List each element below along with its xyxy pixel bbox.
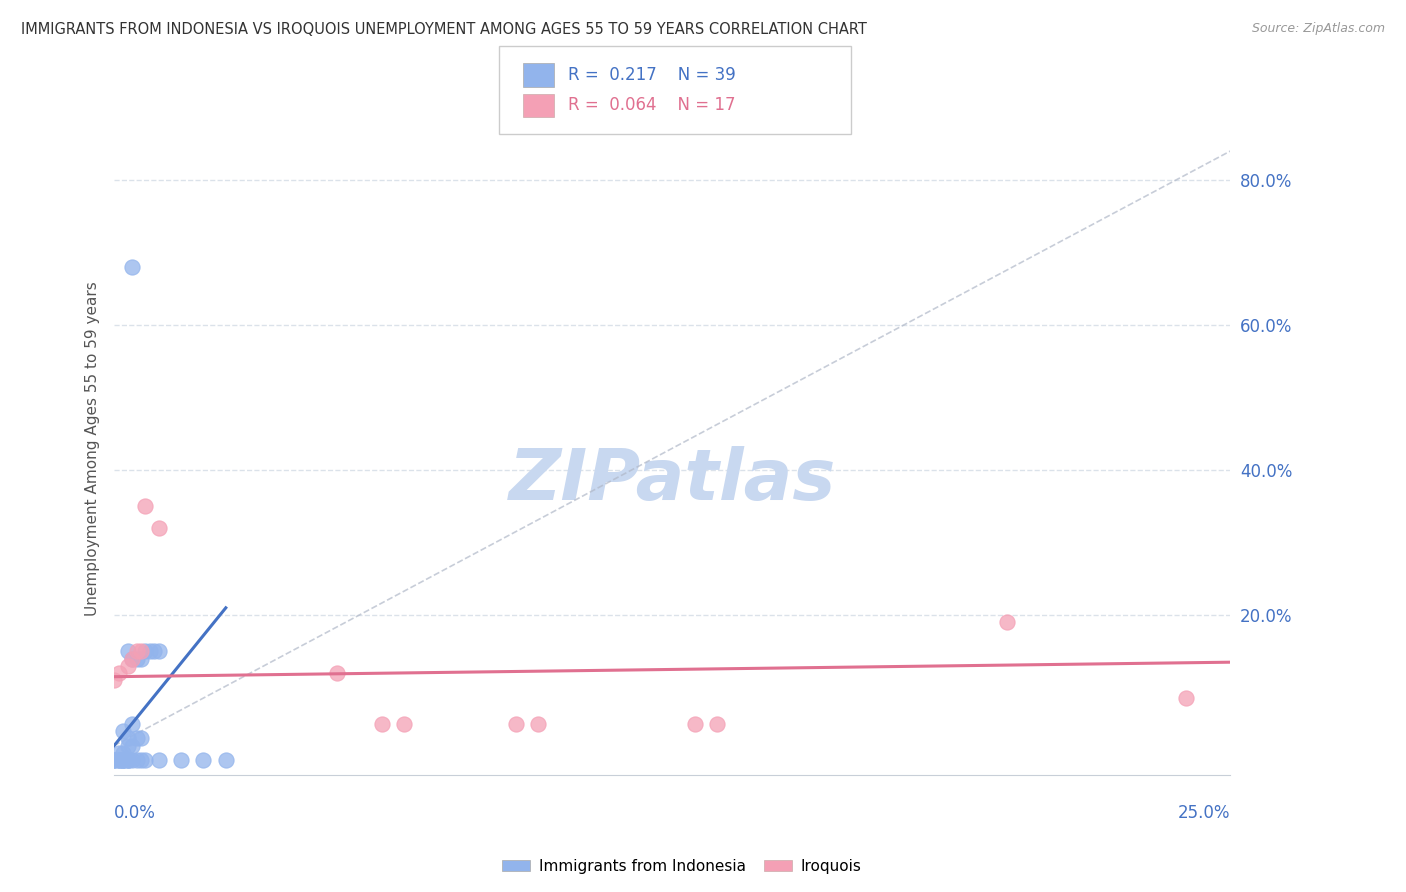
Point — [995, 615, 1018, 630]
Point — [117, 658, 139, 673]
Text: IMMIGRANTS FROM INDONESIA VS IROQUOIS UNEMPLOYMENT AMONG AGES 55 TO 59 YEARS COR: IMMIGRANTS FROM INDONESIA VS IROQUOIS UN… — [21, 22, 868, 37]
Point — [326, 666, 349, 681]
Point — [683, 716, 706, 731]
Point — [117, 753, 139, 767]
Text: 25.0%: 25.0% — [1178, 804, 1230, 822]
Point — [121, 651, 143, 665]
Point — [117, 644, 139, 658]
Point — [139, 644, 162, 658]
Point — [121, 716, 143, 731]
Point — [107, 753, 129, 767]
Point — [125, 753, 148, 767]
Point — [1174, 691, 1197, 706]
Point — [134, 500, 156, 514]
Point — [125, 651, 148, 665]
Point — [134, 753, 156, 767]
Point — [121, 753, 143, 767]
Point — [134, 644, 156, 658]
Point — [103, 673, 125, 688]
Point — [121, 739, 143, 753]
Text: 0.0%: 0.0% — [114, 804, 156, 822]
Point — [117, 731, 139, 746]
Point — [148, 521, 170, 535]
Point — [193, 753, 215, 767]
Point — [107, 753, 129, 767]
Legend: Immigrants from Indonesia, Iroquois: Immigrants from Indonesia, Iroquois — [496, 853, 868, 880]
Point — [129, 731, 152, 746]
Point — [103, 753, 125, 767]
Point — [129, 644, 152, 658]
Point — [394, 716, 416, 731]
Point — [371, 716, 394, 731]
Point — [103, 753, 125, 767]
Point — [117, 739, 139, 753]
Point — [117, 753, 139, 767]
Point — [129, 651, 152, 665]
Point — [107, 746, 129, 760]
Point — [121, 260, 143, 274]
Point — [505, 716, 527, 731]
Point — [170, 753, 193, 767]
Text: Source: ZipAtlas.com: Source: ZipAtlas.com — [1251, 22, 1385, 36]
Point — [107, 666, 129, 681]
Point — [706, 716, 728, 731]
Point — [143, 644, 166, 658]
Point — [112, 753, 135, 767]
Point — [148, 753, 170, 767]
Point — [148, 644, 170, 658]
Point — [215, 753, 238, 767]
Y-axis label: Unemployment Among Ages 55 to 59 years: Unemployment Among Ages 55 to 59 years — [86, 281, 100, 615]
Point — [121, 651, 143, 665]
Point — [112, 753, 135, 767]
Point — [129, 753, 152, 767]
Point — [112, 753, 135, 767]
Point — [112, 746, 135, 760]
Point — [125, 731, 148, 746]
Text: R =  0.064    N = 17: R = 0.064 N = 17 — [568, 96, 735, 114]
Text: R =  0.217    N = 39: R = 0.217 N = 39 — [568, 66, 735, 84]
Point — [117, 753, 139, 767]
Point — [103, 753, 125, 767]
Point — [125, 644, 148, 658]
Point — [527, 716, 550, 731]
Point — [112, 753, 135, 767]
Point — [107, 753, 129, 767]
Text: ZIPatlas: ZIPatlas — [509, 446, 837, 516]
Point — [112, 724, 135, 739]
